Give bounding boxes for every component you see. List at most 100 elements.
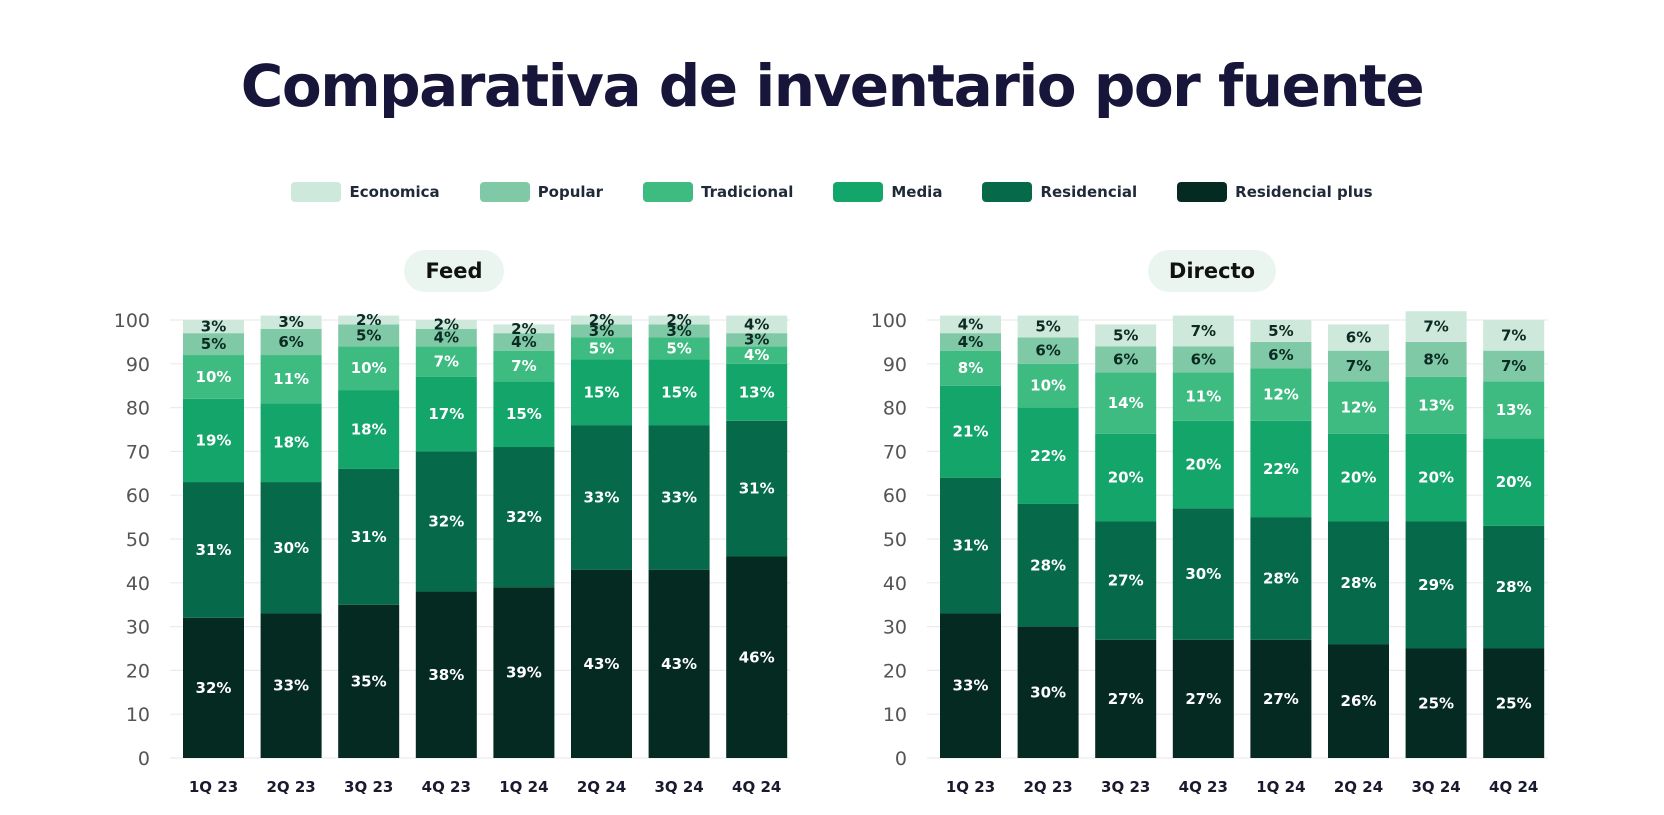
- bar-segment: [648, 425, 710, 570]
- bar-segment: [726, 556, 788, 758]
- legend-item-residencial-plus: Residencial plus: [1177, 180, 1373, 204]
- bar-segment: [571, 337, 632, 360]
- bar-segment: [648, 569, 710, 758]
- bar-segment: [338, 604, 400, 758]
- bar-segment: [726, 346, 788, 364]
- bar-segment: [1172, 346, 1234, 373]
- bar-segment: [183, 320, 244, 334]
- data-label: 10%: [1030, 377, 1066, 395]
- data-label: 28%: [1030, 556, 1066, 574]
- page-title: Comparativa de inventario por fuente: [240, 52, 1425, 120]
- bar-segment: [1017, 363, 1079, 408]
- bar-segment: [183, 617, 244, 758]
- data-label: 12%: [1263, 385, 1299, 403]
- bar-segment: [726, 363, 788, 421]
- bar-segment: [1172, 372, 1234, 421]
- data-label: 33%: [953, 677, 989, 695]
- legend-item-residencial: Residencial: [982, 180, 1137, 204]
- y-tick-label: 50: [126, 529, 150, 551]
- data-label: 39%: [506, 664, 542, 682]
- data-label: 43%: [584, 655, 620, 673]
- bar-segment: [415, 376, 477, 452]
- bar-segment: [260, 315, 322, 329]
- x-tick-label: 2Q 23: [1023, 778, 1072, 796]
- bar-segment: [726, 420, 788, 557]
- bar-segment: [183, 333, 244, 356]
- bar-segment: [571, 425, 632, 570]
- legend-swatch: [291, 182, 342, 202]
- y-tick-label: 60: [883, 485, 907, 507]
- bar-segment: [726, 315, 788, 334]
- bar-segment: [648, 359, 710, 426]
- x-tick-label: 3Q 23: [1101, 778, 1150, 796]
- y-tick-label: 30: [883, 617, 907, 639]
- data-label: 27%: [1185, 690, 1221, 708]
- x-tick-label: 1Q 23: [946, 778, 995, 796]
- data-label: 28%: [1263, 569, 1299, 587]
- y-tick-label: 90: [883, 354, 907, 376]
- data-label: 43%: [661, 655, 697, 673]
- x-tick-label: 4Q 24: [732, 778, 781, 796]
- data-label: 11%: [273, 370, 309, 388]
- bar-segment: [183, 355, 244, 399]
- y-tick-label: 60: [126, 485, 150, 507]
- bar-segment: [648, 324, 710, 338]
- bar-segment: [940, 333, 1001, 351]
- legend-item-popular: Popular: [479, 180, 603, 204]
- bar-segment: [1250, 639, 1312, 758]
- data-label: 5%: [589, 339, 614, 357]
- data-label: 6%: [1191, 350, 1216, 368]
- data-label: 2%: [434, 315, 459, 333]
- legend-label: Residencial plus: [1235, 183, 1373, 201]
- data-label: 33%: [584, 488, 620, 506]
- legend-item-tradicional: Tradicional: [643, 180, 793, 204]
- bar-segment: [940, 385, 1001, 478]
- data-label: 30%: [1030, 683, 1066, 701]
- bar-segment: [1483, 648, 1545, 758]
- y-tick-label: 10: [126, 704, 150, 726]
- data-label: 3%: [589, 322, 614, 340]
- data-label: 17%: [428, 405, 464, 423]
- data-label: 5%: [1035, 318, 1060, 336]
- bar-segment: [415, 591, 477, 758]
- bar-segment: [1405, 521, 1467, 649]
- y-tick-label: 0: [895, 748, 907, 770]
- data-label: 31%: [196, 541, 232, 559]
- data-label: 7%: [1501, 326, 1526, 344]
- chart-feed: 010203040506070809010032%31%19%10%5%3%1Q…: [114, 310, 790, 796]
- data-label: 35%: [351, 672, 387, 690]
- data-label: 46%: [739, 648, 775, 666]
- data-label: 26%: [1341, 692, 1377, 710]
- data-label: 30%: [1185, 565, 1221, 583]
- y-tick-label: 80: [126, 398, 150, 420]
- data-label: 25%: [1496, 694, 1532, 712]
- legend-swatch: [833, 182, 884, 202]
- data-label: 7%: [511, 357, 536, 375]
- bar-segment: [415, 346, 477, 377]
- bar-segment: [1095, 324, 1157, 347]
- bar-segment: [940, 613, 1001, 758]
- data-label: 4%: [434, 329, 459, 347]
- data-label: 13%: [739, 383, 775, 401]
- y-tick-label: 0: [138, 748, 150, 770]
- y-tick-label: 20: [883, 660, 907, 682]
- bar-segment: [493, 350, 555, 382]
- bar-segment: [940, 477, 1001, 614]
- data-label: 15%: [661, 383, 697, 401]
- bar-segment: [1483, 438, 1545, 526]
- data-label: 28%: [1496, 578, 1532, 596]
- data-label: 2%: [356, 311, 381, 329]
- bar-segment: [260, 328, 322, 356]
- bar-segment: [648, 337, 710, 360]
- bar-segment: [1250, 341, 1312, 369]
- bar-segment: [183, 398, 244, 483]
- data-label: 6%: [1113, 350, 1138, 368]
- bar-segment: [1017, 626, 1079, 758]
- bar-segment: [1017, 503, 1079, 627]
- data-label: 7%: [1191, 322, 1216, 340]
- legend-label: Residencial: [1040, 183, 1138, 201]
- bar-segment: [1328, 521, 1389, 645]
- bar-segment: [1250, 420, 1312, 518]
- data-label: 6%: [1035, 342, 1060, 360]
- data-label: 7%: [1346, 357, 1371, 375]
